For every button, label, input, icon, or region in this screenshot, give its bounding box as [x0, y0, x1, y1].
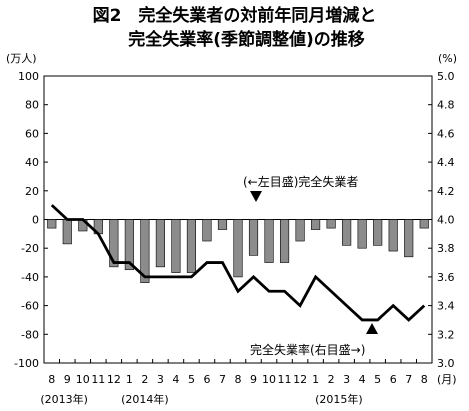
annotation-unemployment-rate: 完全失業率(右目盛→) — [250, 342, 365, 357]
x-axis-month-label: 9 — [64, 373, 71, 386]
bar-unemployed — [264, 219, 274, 263]
bar-unemployed — [342, 219, 352, 246]
bar-unemployed — [202, 219, 212, 242]
bar-unemployed — [419, 219, 429, 229]
x-axis-month-label: 10 — [76, 373, 90, 386]
annotation-unemployed: (←左目盛)完全失業者 — [243, 174, 358, 189]
bar-unemployed — [62, 219, 72, 245]
bar-unemployed — [295, 219, 305, 242]
bar-unemployed — [404, 219, 414, 258]
arrow-up-marker — [366, 323, 378, 334]
bar-unemployed — [109, 219, 119, 268]
left-axis-tick-label: 20 — [25, 185, 39, 198]
bar-unemployed — [186, 219, 197, 273]
right-axis-tick-label: 4.0 — [437, 214, 455, 227]
x-axis-month-label: 4 — [359, 373, 366, 386]
bar-unemployed — [155, 219, 165, 268]
right-axis-tick-label: 3.6 — [437, 271, 455, 284]
left-axis-tick-label: 80 — [25, 99, 39, 112]
bar-unemployed — [326, 219, 336, 229]
left-axis-tick-label: -80 — [21, 328, 39, 341]
x-axis-month-label: 6 — [203, 373, 210, 386]
left-axis-unit: (万人) — [6, 52, 37, 65]
x-axis-month-label: 12 — [107, 373, 121, 386]
bar-unemployed — [47, 219, 57, 229]
right-axis-tick-label: 3.2 — [437, 328, 455, 341]
bar-unemployed — [311, 219, 321, 230]
right-axis-tick-label: 4.8 — [437, 99, 455, 112]
x-axis-month-label: 11 — [278, 373, 292, 386]
chart-title-line-1: 図2 完全失業者の対前年同月増減と — [92, 6, 377, 26]
x-axis-year-label: (2014年) — [121, 392, 169, 406]
left-axis-tick-label: -40 — [21, 271, 39, 284]
x-axis-month-label: 11 — [91, 373, 105, 386]
x-axis-month-label: 6 — [390, 373, 397, 386]
month-axis-unit: (月) — [437, 373, 457, 386]
x-axis-month-label: 7 — [219, 373, 226, 386]
x-axis-month-label: 2 — [328, 373, 335, 386]
x-axis-month-label: 8 — [48, 373, 55, 386]
line-unemployment-rate — [50, 204, 426, 322]
bar-unemployed — [140, 219, 150, 283]
right-axis-tick-label: 5.0 — [437, 70, 455, 83]
x-axis-year-label: (2013年) — [40, 392, 88, 406]
left-axis-tick-label: -20 — [21, 242, 39, 255]
bar-unemployed — [279, 219, 290, 263]
bar-unemployed — [248, 219, 259, 256]
x-axis-month-label: 1 — [126, 373, 133, 386]
x-axis-month-label: 10 — [262, 373, 276, 386]
x-axis-month-label: 7 — [405, 373, 412, 386]
bar-unemployed — [233, 219, 243, 278]
left-axis-tick-label: 40 — [25, 156, 39, 169]
x-axis-year-label: (2015年) — [315, 392, 363, 406]
bar-unemployed — [357, 219, 367, 249]
x-axis-month-label: 5 — [374, 373, 381, 386]
left-axis-tick-label: -60 — [21, 300, 39, 313]
left-axis-tick-label: 0 — [32, 214, 39, 227]
right-axis-tick-label: 3.8 — [437, 242, 455, 255]
left-axis-tick-label: 60 — [25, 127, 39, 140]
bar-unemployed — [171, 219, 181, 273]
x-axis-month-label: 3 — [343, 373, 350, 386]
x-axis-month-label: 8 — [421, 373, 428, 386]
x-axis-month-label: 8 — [235, 373, 242, 386]
bar-unemployed — [373, 219, 383, 246]
left-axis-tick-label: -100 — [14, 357, 39, 370]
bar-unemployed — [388, 219, 398, 252]
bar-unemployed — [217, 219, 228, 230]
x-axis-month-label: 2 — [141, 373, 148, 386]
arrow-down-marker — [250, 191, 262, 202]
chart-title-line-2: 完全失業率(季節調整値)の推移 — [128, 30, 365, 50]
x-axis-month-label: 12 — [293, 373, 307, 386]
x-axis-month-label: 9 — [250, 373, 257, 386]
right-axis-tick-label: 4.2 — [437, 185, 455, 198]
right-axis-unit: (%) — [438, 52, 457, 65]
x-axis-month-label: 5 — [188, 373, 195, 386]
bar-unemployed — [124, 219, 134, 271]
right-axis-tick-label: 4.4 — [437, 156, 455, 169]
x-axis-month-label: 1 — [312, 373, 319, 386]
right-axis-tick-label: 3.0 — [437, 357, 455, 370]
left-axis-tick-label: 100 — [18, 70, 39, 83]
right-axis-tick-label: 3.4 — [437, 300, 455, 313]
x-axis-month-label: 4 — [172, 373, 179, 386]
right-axis-tick-label: 4.6 — [437, 127, 455, 140]
x-axis-month-label: 3 — [157, 373, 164, 386]
